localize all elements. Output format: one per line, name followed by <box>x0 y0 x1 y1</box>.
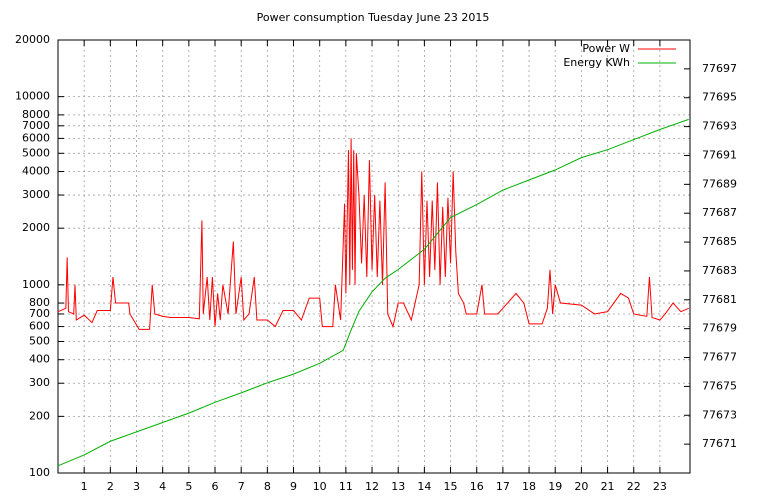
x-tick-label: 19 <box>548 480 562 493</box>
y2-tick-label: 77679 <box>702 322 737 335</box>
x-tick-label: 23 <box>653 480 667 493</box>
y2-tick-label: 77685 <box>702 235 737 248</box>
y2-tick-label: 77689 <box>702 177 737 190</box>
x-tick-label: 8 <box>264 480 271 493</box>
y-tick-label: 600 <box>29 320 50 333</box>
y2-tick-label: 77697 <box>702 62 737 75</box>
series-line <box>57 118 689 467</box>
x-tick-label: 1 <box>81 480 88 493</box>
y-tick-label: 20000 <box>15 33 50 46</box>
y-tick-label: 2000 <box>22 221 50 234</box>
y-tick-label: 800 <box>29 296 50 309</box>
x-tick-label: 3 <box>133 480 140 493</box>
y-tick-label: 5000 <box>22 146 50 159</box>
chart-title: Power consumption Tuesday June 23 2015 <box>257 11 490 24</box>
y-tick-label: 4000 <box>22 165 50 178</box>
y-tick-label: 700 <box>29 307 50 320</box>
x-tick-label: 14 <box>417 480 431 493</box>
x-tick-label: 11 <box>339 480 353 493</box>
series-line <box>57 138 689 330</box>
y2-tick-label: 77681 <box>702 293 737 306</box>
x-tick-label: 10 <box>313 480 327 493</box>
x-tick-label: 5 <box>185 480 192 493</box>
y2-tick-label: 77693 <box>702 120 737 133</box>
y2-tick-label: 77691 <box>702 148 737 161</box>
y-tick-label: 7000 <box>22 119 50 132</box>
y-tick-label: 500 <box>29 334 50 347</box>
x-tick-label: 6 <box>212 480 219 493</box>
y-tick-label: 8000 <box>22 108 50 121</box>
x-tick-label: 17 <box>496 480 510 493</box>
y2-tick-label: 77673 <box>702 408 737 421</box>
x-tick-label: 15 <box>444 480 458 493</box>
x-tick-label: 7 <box>238 480 245 493</box>
x-tick-label: 18 <box>522 480 536 493</box>
y2-tick-label: 77677 <box>702 351 737 364</box>
y-tick-label: 300 <box>29 376 50 389</box>
x-tick-label: 2 <box>107 480 114 493</box>
y2-tick-label: 77671 <box>702 437 737 450</box>
x-tick-label: 20 <box>574 480 588 493</box>
x-tick-label: 21 <box>601 480 615 493</box>
y2-tick-label: 77675 <box>702 379 737 392</box>
x-tick-label: 22 <box>627 480 641 493</box>
legend-label: Energy KWh <box>563 56 630 69</box>
plot-border <box>57 39 691 474</box>
x-tick-label: 13 <box>391 480 405 493</box>
y-tick-label: 100 <box>29 466 50 479</box>
legend-label: Power W <box>582 42 630 55</box>
y2-tick-label: 77695 <box>702 91 737 104</box>
y2-tick-label: 77683 <box>702 264 737 277</box>
y-tick-label: 10000 <box>15 90 50 103</box>
y-tick-label: 200 <box>29 409 50 422</box>
x-tick-label: 12 <box>365 480 379 493</box>
y-tick-label: 400 <box>29 353 50 366</box>
x-tick-label: 9 <box>290 480 297 493</box>
y2-tick-label: 77687 <box>702 206 737 219</box>
y-tick-label: 3000 <box>22 188 50 201</box>
y-tick-label: 6000 <box>22 131 50 144</box>
x-tick-label: 4 <box>159 480 166 493</box>
y-tick-label: 1000 <box>22 278 50 291</box>
x-tick-label: 16 <box>470 480 484 493</box>
